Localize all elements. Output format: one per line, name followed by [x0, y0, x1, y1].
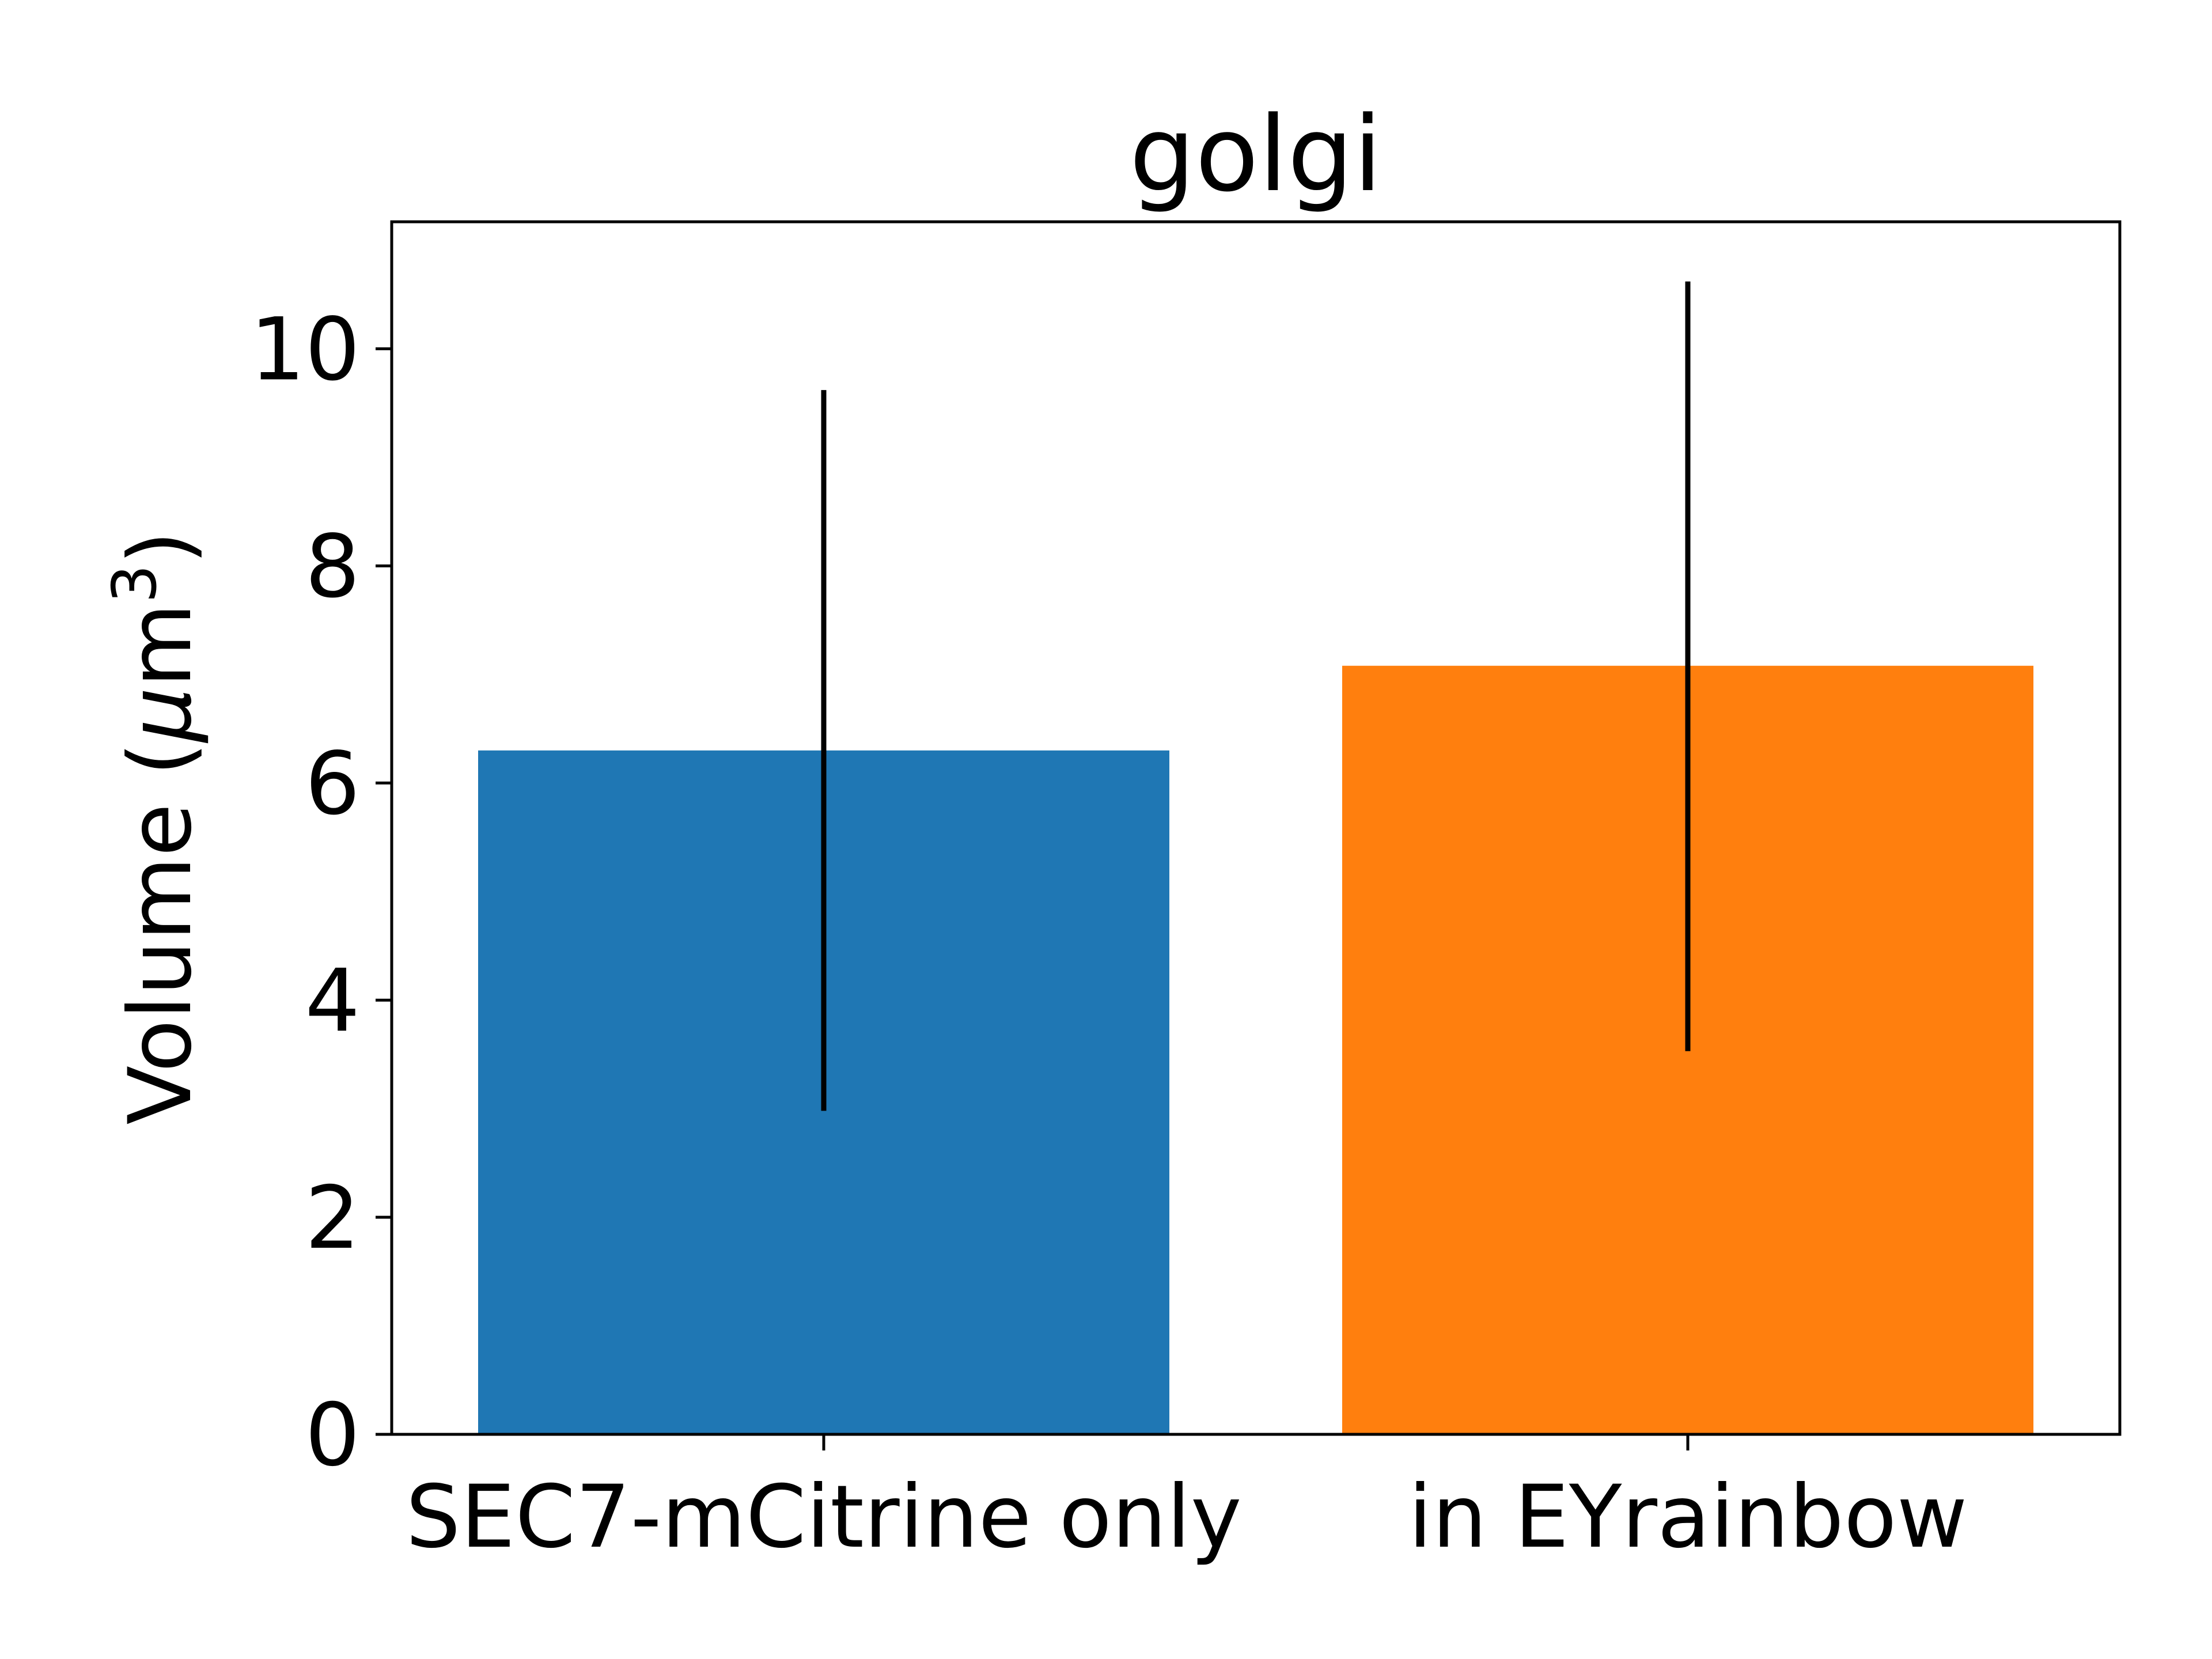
y-tick-label: 4: [305, 951, 360, 1051]
x-tick-label: in EYrainbow: [1408, 1467, 1968, 1567]
x-tick-label: SEC7-mCitrine only: [406, 1467, 1241, 1567]
error-bars-layer: [821, 281, 1691, 1111]
chart-title: golgi: [1130, 94, 1382, 215]
bars-layer: [478, 665, 2033, 1434]
x-axis-ticks: SEC7-mCitrine only in EYrainbow: [406, 1434, 1967, 1567]
y-tick-label: 6: [305, 734, 360, 834]
plot-frame: [390, 220, 2122, 1436]
y-axis-ticks: 0 2 4 6 8 10: [250, 300, 392, 1486]
y-tick-label: 0: [305, 1385, 360, 1486]
y-tick-label: 10: [250, 300, 360, 400]
y-axis-label: Volume (μm3): [100, 531, 211, 1125]
y-tick-label: 8: [305, 517, 360, 617]
y-tick-label: 2: [305, 1168, 360, 1268]
